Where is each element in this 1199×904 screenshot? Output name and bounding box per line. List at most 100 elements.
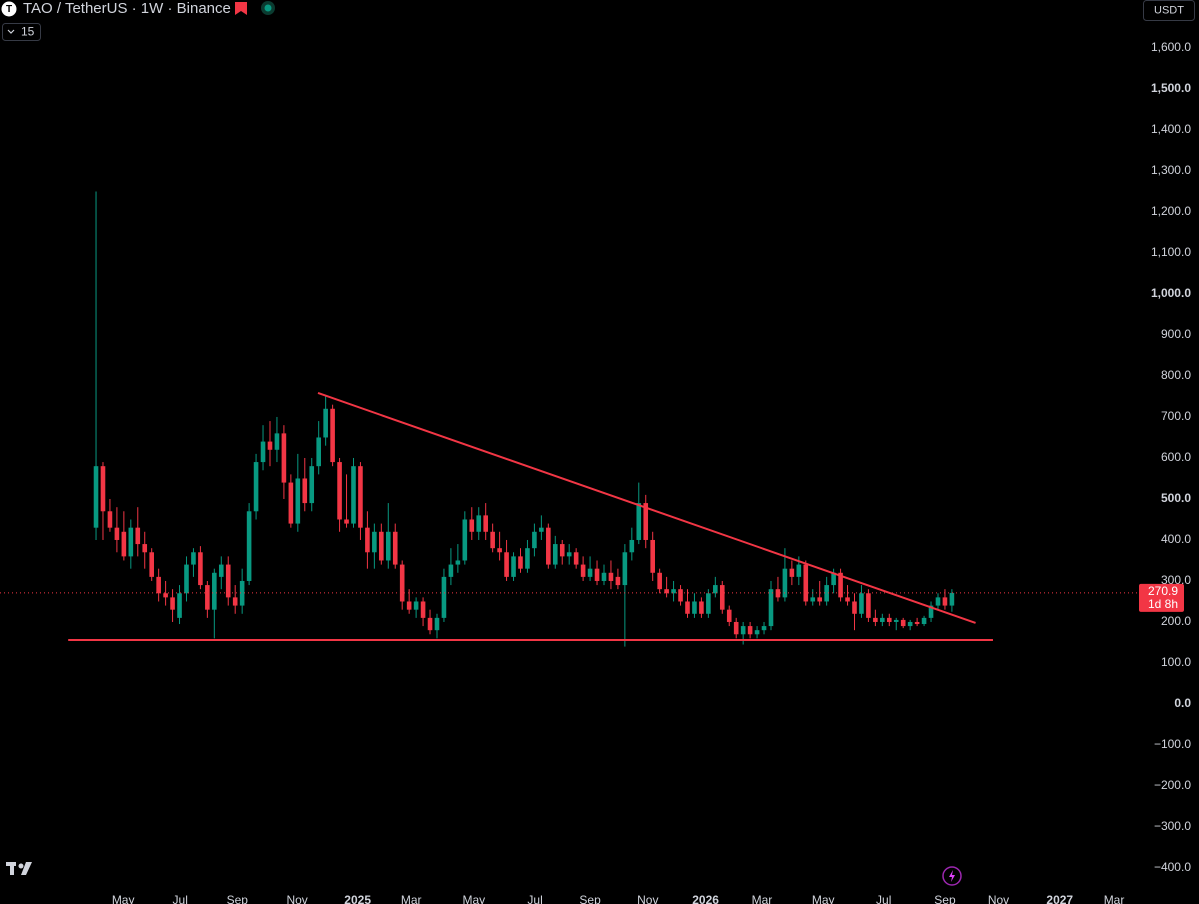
chart-title: TAO / TetherUS · 1W · Binance [23, 0, 231, 17]
candle-body [594, 568, 600, 581]
candle-body [817, 597, 822, 602]
candle-body [636, 503, 642, 540]
candle-body [713, 585, 718, 594]
candle-body [142, 544, 148, 553]
candle-body [302, 478, 308, 504]
interval-badge: 15 [21, 25, 35, 39]
x-tick-label: May [112, 893, 135, 904]
candle-body [935, 597, 941, 606]
candle-body [921, 617, 927, 625]
candle-body [866, 593, 871, 618]
candle-body [504, 552, 509, 577]
candle-body [629, 539, 635, 553]
candle-body [128, 527, 134, 557]
y-tick-label: 1,600.0 [1151, 40, 1191, 54]
candle-body [761, 626, 767, 631]
last-price-box [1139, 583, 1184, 612]
x-tick-label: Jul [876, 893, 891, 904]
candle-body [893, 619, 899, 622]
candle-body [726, 609, 732, 622]
candle-body [719, 585, 725, 610]
candle-body [225, 564, 231, 598]
x-tick-label: 2025 [344, 893, 371, 904]
candle-body [163, 593, 168, 598]
candle-body [615, 576, 621, 586]
y-tick-label: 1,400.0 [1151, 122, 1191, 136]
candle-body [914, 621, 920, 625]
candle-body [580, 564, 586, 577]
candle-body [775, 589, 781, 598]
candle-body [810, 597, 816, 602]
x-tick-label: Mar [401, 893, 422, 904]
indicator-badge[interactable] [2, 23, 41, 41]
candle-body [351, 466, 356, 524]
candle-body [260, 441, 266, 463]
candle-body [685, 601, 690, 614]
candle-body [789, 568, 795, 577]
x-tick-label: Nov [286, 893, 307, 904]
candle-body [754, 630, 760, 635]
candle-body [552, 544, 558, 565]
candle-body [740, 626, 746, 635]
candle-body [949, 592, 955, 606]
y-tick-label: 700.0 [1161, 409, 1191, 423]
candle-body [170, 597, 175, 610]
candle-body [156, 576, 161, 594]
y-tick-label: 600.0 [1161, 450, 1191, 464]
candle-body [907, 621, 913, 627]
x-tick-label: Nov [988, 893, 1009, 904]
y-tick-label: −100.0 [1154, 737, 1191, 751]
candle-body [379, 531, 384, 561]
candle-body [309, 466, 315, 504]
candle-body [295, 478, 301, 524]
x-tick-label: Sep [227, 893, 249, 904]
candle-body [900, 619, 906, 627]
y-tick-label: 400.0 [1161, 532, 1191, 546]
currency-button[interactable] [1143, 0, 1195, 21]
y-tick-label: 900.0 [1161, 327, 1191, 341]
last-price-label: 270.9 [1148, 584, 1178, 598]
candle-body [880, 617, 885, 622]
candle-body [483, 515, 488, 532]
candle-body [699, 601, 704, 614]
candle-body [100, 466, 106, 512]
candle-body [107, 511, 113, 528]
candle-body [455, 560, 461, 565]
candle-body [859, 593, 864, 614]
candle-body [733, 621, 739, 635]
candle-body [490, 531, 495, 549]
candle-body [782, 568, 788, 598]
candle-body [608, 572, 614, 581]
candle-body [191, 552, 196, 565]
y-tick-label: 0.0 [1174, 696, 1191, 710]
ai-icon[interactable] [942, 866, 962, 886]
candle-body [497, 548, 502, 553]
flag-icon[interactable] [235, 2, 247, 15]
candle-body [177, 593, 182, 618]
candle-body [469, 519, 475, 532]
x-tick-label: Mar [1104, 893, 1125, 904]
candle-body [114, 527, 120, 540]
candle-body [323, 408, 328, 438]
countdown: 1d 8h [1148, 597, 1178, 611]
candle-body [692, 601, 697, 614]
candle-body [441, 576, 447, 618]
candle-body [747, 626, 753, 635]
candle-body [93, 466, 99, 528]
candle-body [434, 617, 440, 631]
y-tick-label: 1,000.0 [1151, 286, 1191, 300]
candle-body [399, 564, 405, 602]
y-tick-label: −400.0 [1154, 860, 1191, 874]
x-tick-label: 2027 [1046, 893, 1073, 904]
candle-body [845, 597, 850, 602]
candle-body [121, 531, 127, 557]
y-tick-label: 800.0 [1161, 368, 1191, 382]
y-tick-label: 500.0 [1161, 491, 1191, 505]
candle-body [525, 548, 530, 569]
x-tick-label: 2026 [692, 893, 719, 904]
candle-body [650, 539, 655, 573]
y-tick-label: 100.0 [1161, 655, 1191, 669]
x-tick-label: Sep [579, 893, 601, 904]
y-tick-label: 1,100.0 [1151, 245, 1191, 259]
